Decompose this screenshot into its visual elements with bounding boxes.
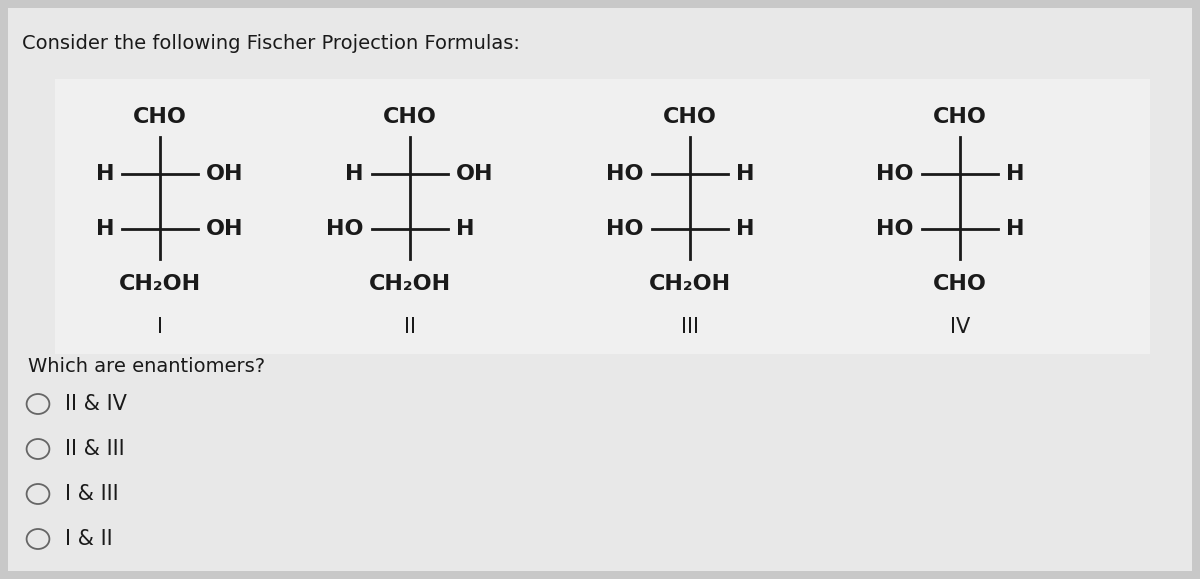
Text: Consider the following Fischer Projection Formulas:: Consider the following Fischer Projectio… [22,34,520,53]
Text: II: II [404,317,416,337]
Text: OH: OH [456,164,493,184]
Text: CH₂OH: CH₂OH [649,274,731,294]
Text: H: H [346,164,364,184]
Text: CHO: CHO [664,107,716,127]
FancyBboxPatch shape [55,79,1150,354]
Text: HO: HO [606,219,644,239]
Text: CHO: CHO [934,107,986,127]
Text: H: H [1006,219,1025,239]
Text: II & IV: II & IV [65,394,127,414]
Text: OH: OH [206,219,244,239]
Text: H: H [736,219,755,239]
Text: CHO: CHO [133,107,187,127]
Text: I & III: I & III [65,484,119,504]
Text: OH: OH [206,164,244,184]
Text: III: III [682,317,698,337]
Text: H: H [1006,164,1025,184]
Text: CH₂OH: CH₂OH [119,274,202,294]
FancyBboxPatch shape [8,8,1192,571]
Text: H: H [456,219,474,239]
Text: H: H [736,164,755,184]
Text: HO: HO [326,219,364,239]
Text: H: H [96,164,114,184]
Text: II & III: II & III [65,439,125,459]
Text: Which are enantiomers?: Which are enantiomers? [28,357,265,376]
Text: I: I [157,317,163,337]
Text: I & II: I & II [65,529,113,549]
Text: CHO: CHO [934,274,986,294]
Text: HO: HO [876,164,914,184]
Text: CH₂OH: CH₂OH [368,274,451,294]
Text: CHO: CHO [383,107,437,127]
Text: IV: IV [950,317,970,337]
Text: H: H [96,219,114,239]
Text: HO: HO [876,219,914,239]
Text: HO: HO [606,164,644,184]
